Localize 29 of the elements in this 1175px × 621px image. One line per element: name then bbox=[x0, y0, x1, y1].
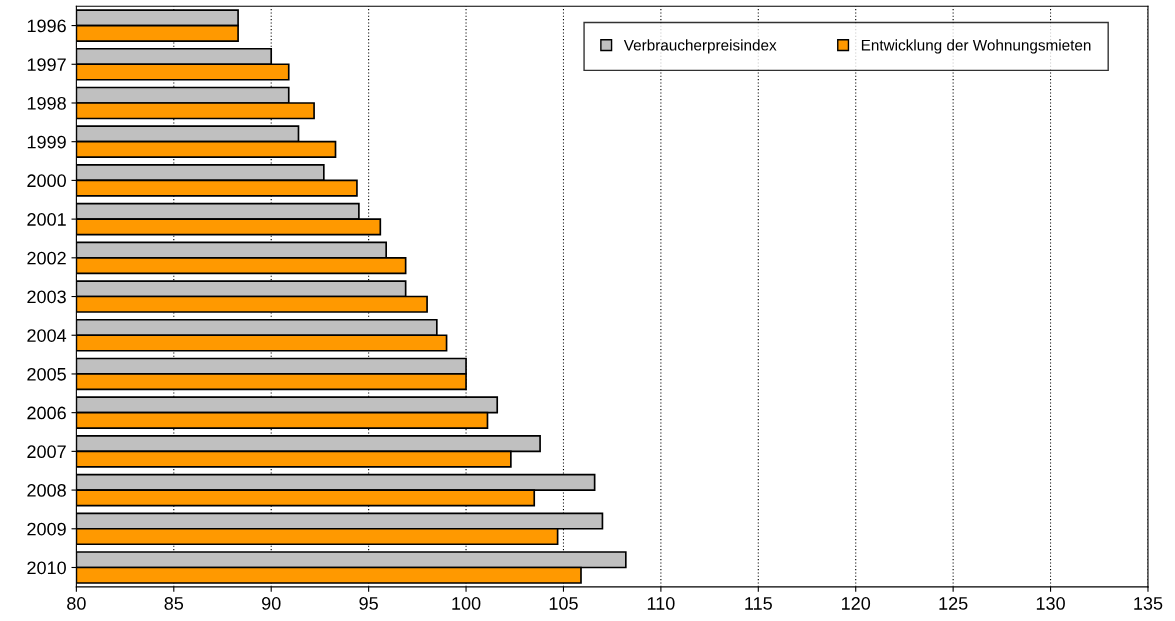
x-tick-label: 110 bbox=[647, 597, 675, 610]
x-tick-label: 130 bbox=[1036, 597, 1065, 610]
legend-label: Verbraucherpreisindex bbox=[623, 39, 777, 54]
x-tick-label: 115 bbox=[745, 597, 772, 610]
y-tick-label: 2009 bbox=[27, 522, 66, 536]
y-tick-label: 1997 bbox=[27, 58, 66, 71]
y-tick-label: 1996 bbox=[27, 19, 66, 33]
legend-label: Entwicklung der Wohnungsmieten bbox=[861, 39, 1091, 54]
x-tick-label: 120 bbox=[842, 597, 871, 610]
x-tick-label: 105 bbox=[549, 597, 578, 610]
y-tick-label: 2000 bbox=[27, 174, 66, 188]
x-tick-label: 80 bbox=[67, 597, 86, 610]
y-tick-label: 2001 bbox=[27, 213, 66, 226]
y-tick-label: 2010 bbox=[27, 561, 66, 575]
y-tick-label: 1998 bbox=[27, 96, 66, 110]
y-tick-label: 2008 bbox=[27, 484, 66, 497]
x-tick-label: 85 bbox=[164, 597, 184, 610]
x-tick-label: 95 bbox=[359, 597, 378, 610]
y-tick-label: 2006 bbox=[27, 406, 66, 420]
x-tick-label: 90 bbox=[262, 597, 281, 610]
y-tick-label: 2007 bbox=[27, 445, 66, 459]
x-tick-label: 135 bbox=[1134, 597, 1163, 610]
y-tick-label: 2003 bbox=[27, 290, 66, 304]
y-tick-label: 1999 bbox=[27, 135, 66, 149]
y-tick-label: 2002 bbox=[27, 251, 66, 265]
x-tick-label: 125 bbox=[939, 597, 968, 610]
x-tick-label: 100 bbox=[452, 597, 481, 610]
y-tick-label: 2004 bbox=[27, 329, 67, 342]
y-tick-label: 2005 bbox=[27, 367, 66, 381]
